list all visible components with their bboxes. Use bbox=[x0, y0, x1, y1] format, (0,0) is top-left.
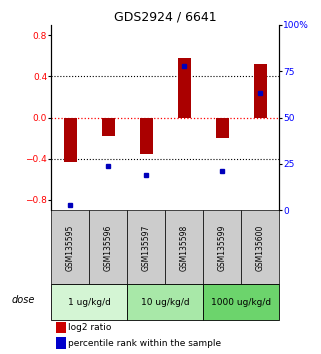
Text: 1 ug/kg/d: 1 ug/kg/d bbox=[68, 297, 111, 307]
Bar bbox=[56, 322, 66, 333]
Text: GSM135600: GSM135600 bbox=[256, 224, 265, 270]
Bar bbox=[89, 210, 127, 285]
Text: GSM135597: GSM135597 bbox=[142, 224, 151, 270]
Text: percentile rank within the sample: percentile rank within the sample bbox=[68, 339, 221, 348]
Text: GSM135595: GSM135595 bbox=[66, 224, 75, 270]
Text: 10 ug/kg/d: 10 ug/kg/d bbox=[141, 297, 190, 307]
Bar bbox=[51, 285, 127, 320]
Bar bbox=[203, 210, 241, 285]
Text: GSM135599: GSM135599 bbox=[218, 224, 227, 270]
Bar bbox=[56, 337, 66, 349]
Bar bbox=[127, 210, 165, 285]
Text: GSM135598: GSM135598 bbox=[180, 224, 189, 270]
Bar bbox=[64, 118, 77, 162]
Bar bbox=[140, 118, 153, 154]
Bar bbox=[51, 210, 89, 285]
Bar bbox=[216, 118, 229, 138]
Bar bbox=[178, 58, 191, 118]
Title: GDS2924 / 6641: GDS2924 / 6641 bbox=[114, 11, 217, 24]
Text: log2 ratio: log2 ratio bbox=[68, 324, 112, 332]
Bar bbox=[241, 210, 279, 285]
Bar bbox=[165, 210, 203, 285]
Text: dose: dose bbox=[12, 295, 35, 305]
Text: GSM135596: GSM135596 bbox=[104, 224, 113, 270]
Bar bbox=[102, 118, 115, 136]
Bar bbox=[203, 285, 279, 320]
Text: 1000 ug/kg/d: 1000 ug/kg/d bbox=[211, 297, 271, 307]
Bar bbox=[127, 285, 203, 320]
Bar bbox=[254, 64, 267, 118]
